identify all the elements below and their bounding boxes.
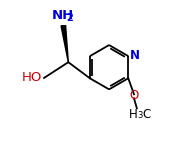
Text: NH: NH	[51, 9, 74, 22]
Text: 3: 3	[137, 111, 143, 120]
Text: HO: HO	[22, 71, 43, 84]
Text: O: O	[130, 89, 139, 102]
Text: 2: 2	[66, 13, 73, 23]
Text: C: C	[143, 108, 151, 121]
Text: H: H	[129, 108, 138, 121]
Text: N: N	[130, 49, 140, 62]
Polygon shape	[61, 26, 68, 62]
